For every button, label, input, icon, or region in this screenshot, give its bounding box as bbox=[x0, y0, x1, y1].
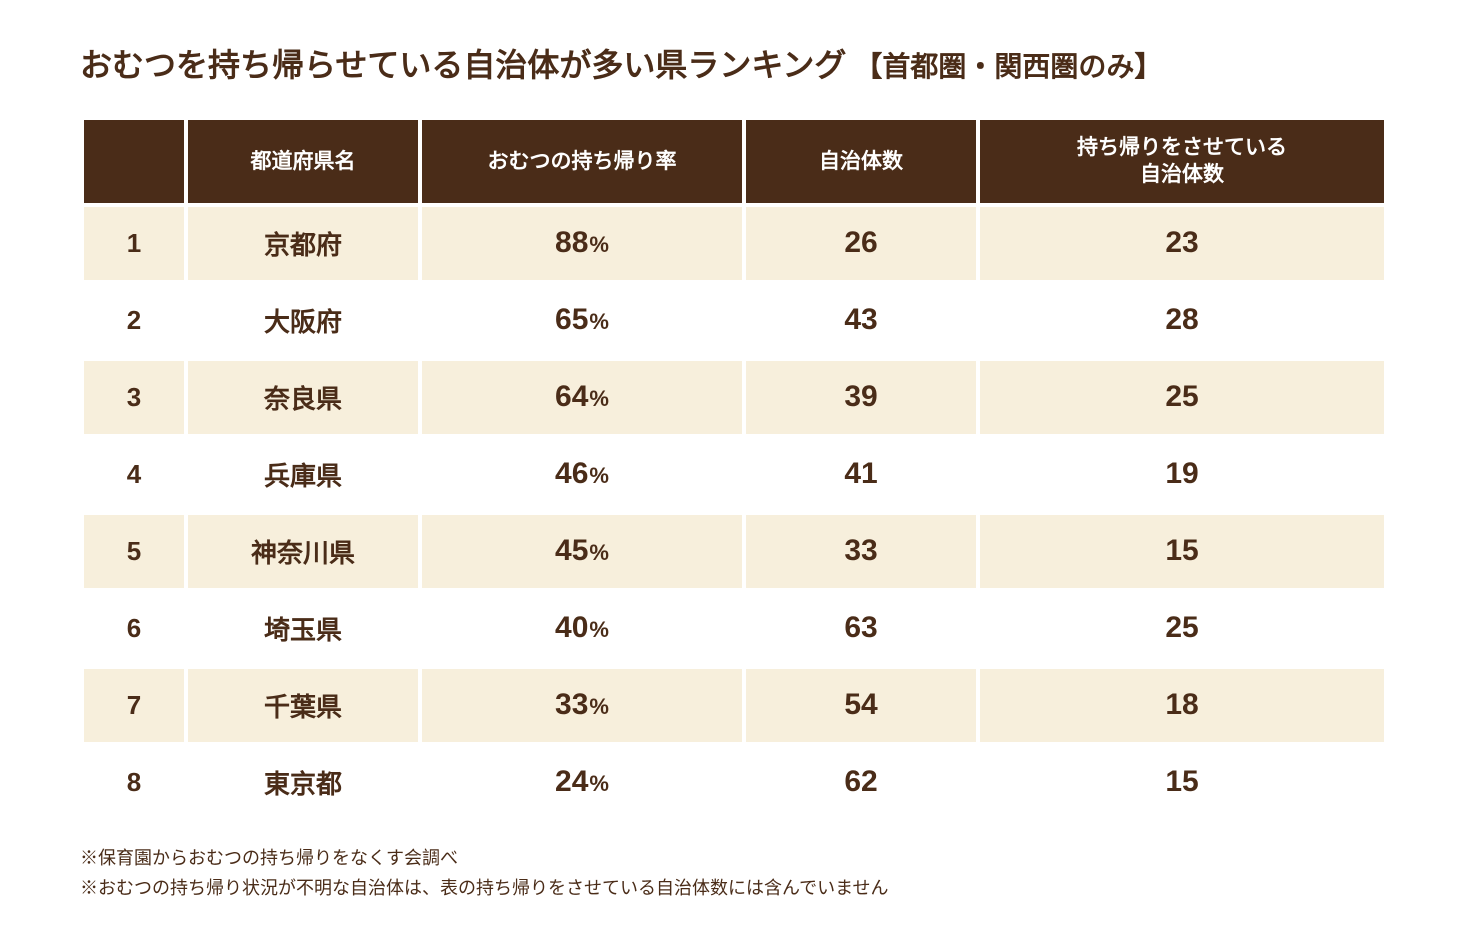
cell-rate: 88% bbox=[422, 207, 742, 280]
table-row: 1京都府88%2623 bbox=[84, 207, 1384, 280]
cell-count: 18 bbox=[980, 669, 1384, 742]
footnote-1: ※保育園からおむつの持ち帰りをなくす会調べ bbox=[80, 843, 1388, 874]
cell-prefecture: 埼玉県 bbox=[188, 592, 418, 665]
cell-count: 23 bbox=[980, 207, 1384, 280]
cell-count: 19 bbox=[980, 438, 1384, 511]
cell-total: 54 bbox=[746, 669, 976, 742]
cell-prefecture: 兵庫県 bbox=[188, 438, 418, 511]
percent-sign: % bbox=[589, 309, 609, 334]
cell-total: 41 bbox=[746, 438, 976, 511]
table-body: 1京都府88%26232大阪府65%43283奈良県64%39254兵庫県46%… bbox=[84, 207, 1384, 819]
rate-number: 64 bbox=[555, 380, 588, 413]
cell-prefecture: 京都府 bbox=[188, 207, 418, 280]
footnote-2: ※おむつの持ち帰り状況が不明な自治体は、表の持ち帰りをさせている自治体数には含ん… bbox=[80, 873, 1388, 904]
cell-rate: 33% bbox=[422, 669, 742, 742]
header-count: 持ち帰りをさせている自治体数 bbox=[980, 120, 1384, 203]
cell-rate: 46% bbox=[422, 438, 742, 511]
table-row: 4兵庫県46%4119 bbox=[84, 438, 1384, 511]
header-rank bbox=[84, 120, 184, 203]
footnotes: ※保育園からおむつの持ち帰りをなくす会調べ ※おむつの持ち帰り状況が不明な自治体… bbox=[80, 843, 1388, 904]
cell-prefecture: 千葉県 bbox=[188, 669, 418, 742]
header-rate: おむつの持ち帰り率 bbox=[422, 120, 742, 203]
table-row: 8東京都24%6215 bbox=[84, 746, 1384, 819]
cell-prefecture: 大阪府 bbox=[188, 284, 418, 357]
table-header-row: 都道府県名 おむつの持ち帰り率 自治体数 持ち帰りをさせている自治体数 bbox=[84, 120, 1384, 203]
cell-rank: 6 bbox=[84, 592, 184, 665]
percent-sign: % bbox=[589, 463, 609, 488]
table-row: 3奈良県64%3925 bbox=[84, 361, 1384, 434]
rate-number: 88 bbox=[555, 226, 588, 259]
cell-rank: 4 bbox=[84, 438, 184, 511]
cell-rate: 24% bbox=[422, 746, 742, 819]
cell-count: 25 bbox=[980, 592, 1384, 665]
page-title-main: おむつを持ち帰らせている自治体が多い県ランキング bbox=[80, 40, 846, 86]
cell-count: 15 bbox=[980, 515, 1384, 588]
cell-count: 25 bbox=[980, 361, 1384, 434]
ranking-table: 都道府県名 おむつの持ち帰り率 自治体数 持ち帰りをさせている自治体数 1京都府… bbox=[80, 116, 1388, 823]
cell-rank: 2 bbox=[84, 284, 184, 357]
header-count-line2: 自治体数 bbox=[1140, 163, 1224, 186]
percent-sign: % bbox=[589, 771, 609, 796]
table-row: 5神奈川県45%3315 bbox=[84, 515, 1384, 588]
cell-count: 15 bbox=[980, 746, 1384, 819]
cell-total: 62 bbox=[746, 746, 976, 819]
cell-prefecture: 神奈川県 bbox=[188, 515, 418, 588]
rate-number: 40 bbox=[555, 611, 588, 644]
header-total: 自治体数 bbox=[746, 120, 976, 203]
cell-rate: 45% bbox=[422, 515, 742, 588]
percent-sign: % bbox=[589, 617, 609, 642]
cell-total: 43 bbox=[746, 284, 976, 357]
cell-rank: 7 bbox=[84, 669, 184, 742]
cell-total: 39 bbox=[746, 361, 976, 434]
percent-sign: % bbox=[589, 232, 609, 257]
cell-rank: 3 bbox=[84, 361, 184, 434]
rate-number: 46 bbox=[555, 457, 588, 490]
cell-total: 26 bbox=[746, 207, 976, 280]
table-row: 7千葉県33%5418 bbox=[84, 669, 1384, 742]
header-prefecture: 都道府県名 bbox=[188, 120, 418, 203]
cell-rate: 65% bbox=[422, 284, 742, 357]
cell-total: 33 bbox=[746, 515, 976, 588]
cell-rate: 40% bbox=[422, 592, 742, 665]
cell-rank: 5 bbox=[84, 515, 184, 588]
cell-prefecture: 東京都 bbox=[188, 746, 418, 819]
title-wrapper: おむつを持ち帰らせている自治体が多い県ランキング 【首都圏・関西圏のみ】 bbox=[80, 40, 1388, 86]
rate-number: 24 bbox=[555, 765, 588, 798]
cell-count: 28 bbox=[980, 284, 1384, 357]
rate-number: 33 bbox=[555, 688, 588, 721]
cell-rate: 64% bbox=[422, 361, 742, 434]
page-title-sub: 【首都圏・関西圏のみ】 bbox=[854, 45, 1162, 85]
rate-number: 65 bbox=[555, 303, 588, 336]
percent-sign: % bbox=[589, 386, 609, 411]
cell-rank: 1 bbox=[84, 207, 184, 280]
cell-prefecture: 奈良県 bbox=[188, 361, 418, 434]
percent-sign: % bbox=[589, 694, 609, 719]
table-row: 2大阪府65%4328 bbox=[84, 284, 1384, 357]
percent-sign: % bbox=[589, 540, 609, 565]
rate-number: 45 bbox=[555, 534, 588, 567]
header-count-line1: 持ち帰りをさせている bbox=[1077, 136, 1287, 159]
cell-total: 63 bbox=[746, 592, 976, 665]
table-row: 6埼玉県40%6325 bbox=[84, 592, 1384, 665]
cell-rank: 8 bbox=[84, 746, 184, 819]
